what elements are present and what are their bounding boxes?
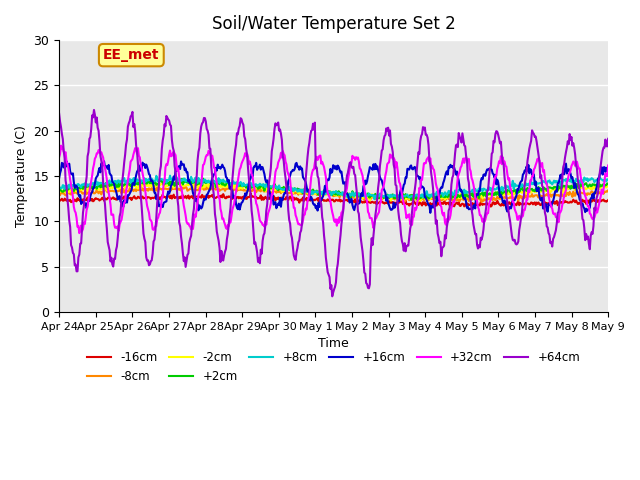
Text: EE_met: EE_met [103,48,159,62]
Title: Soil/Water Temperature Set 2: Soil/Water Temperature Set 2 [212,15,456,33]
Y-axis label: Temperature (C): Temperature (C) [15,125,28,227]
Legend: -16cm, -8cm, -2cm, +2cm, +8cm, +16cm, +32cm, +64cm: -16cm, -8cm, -2cm, +2cm, +8cm, +16cm, +3… [83,347,585,388]
X-axis label: Time: Time [318,337,349,350]
